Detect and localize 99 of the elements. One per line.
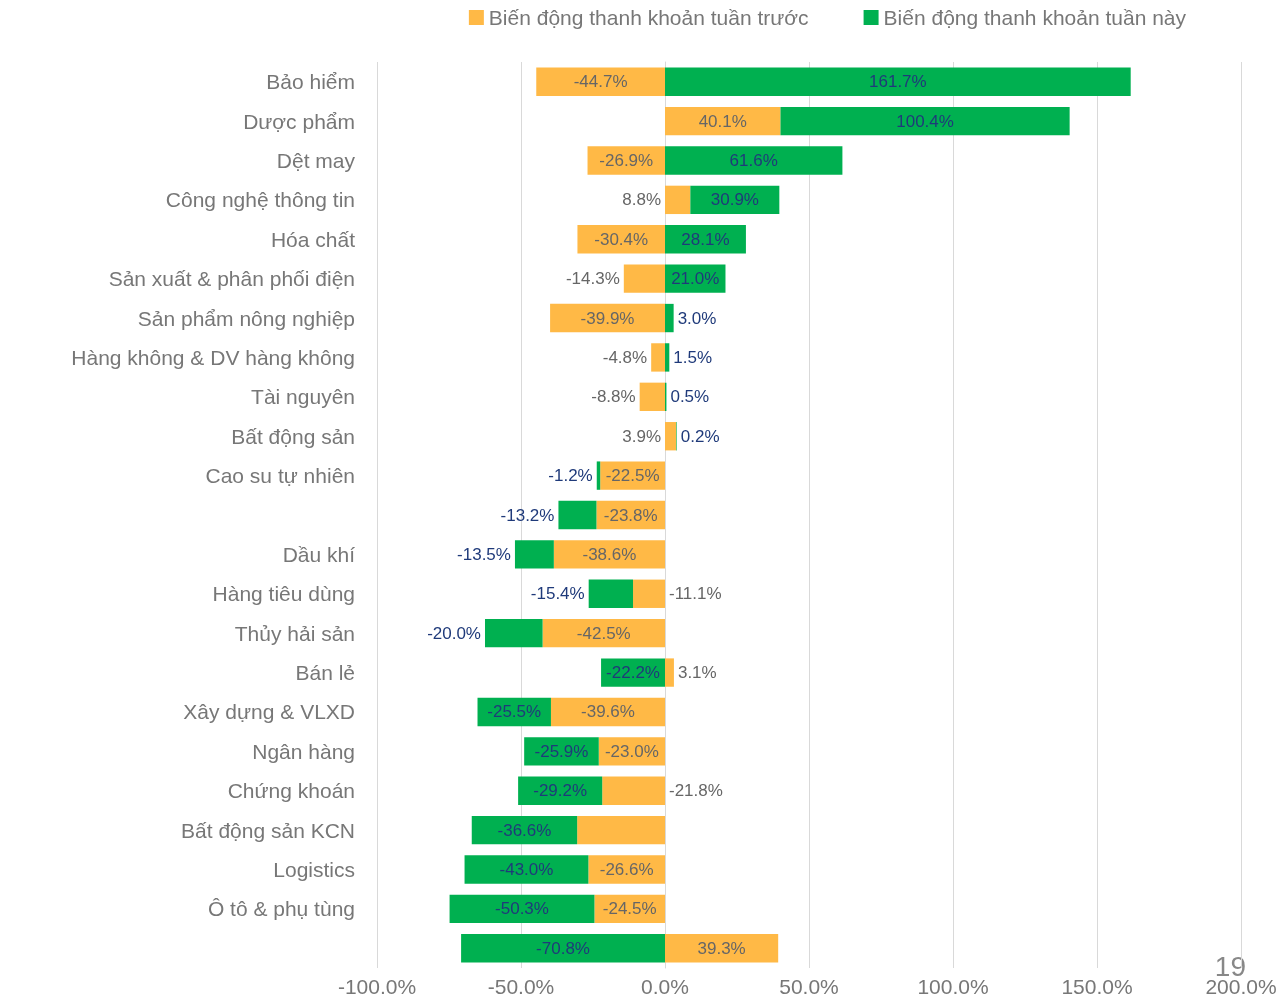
y-tick-label: Ô tô & phụ tùng (207, 897, 355, 921)
data-label: -25.9% (534, 741, 589, 761)
y-tick-label: Sản phẩm nông nghiệp (137, 306, 355, 330)
bar (553, 540, 665, 569)
bar (665, 658, 674, 687)
data-label: -22.5% (605, 466, 660, 486)
y-tick-label: Tài nguyên (251, 385, 355, 409)
data-label: -44.7% (573, 72, 628, 92)
data-label: -20.0% (427, 623, 481, 643)
y-tick-label: Bảo hiểm (266, 70, 355, 94)
bar (780, 106, 1070, 136)
data-label: -23.8% (603, 505, 658, 525)
data-label: -26.9% (599, 150, 654, 170)
y-tick-label: Dệt may (276, 148, 356, 172)
bar (485, 618, 543, 648)
data-label: 0.5% (670, 387, 710, 407)
data-label: -43.0% (499, 860, 554, 880)
data-label: -13.2% (500, 505, 555, 525)
data-label: 8.8% (622, 190, 661, 210)
data-label: -39.9% (580, 308, 635, 328)
y-tick-label: Xây dựng & VLXD (183, 700, 355, 724)
bar (602, 776, 665, 805)
y-tick-label: Bán lẻ (295, 661, 355, 685)
bar (464, 855, 589, 884)
y-tick-label: Công nghệ thông tin (165, 188, 355, 212)
data-label: -38.6% (582, 544, 637, 564)
bar (633, 579, 665, 608)
x-tick-label: 100.0% (917, 975, 989, 998)
data-label: -26.6% (599, 860, 654, 880)
x-tick-label: 0.0% (641, 975, 689, 998)
bar (542, 618, 665, 648)
data-label: 40.1% (698, 111, 747, 131)
data-label: -36.6% (497, 820, 552, 840)
data-label: 21.0% (671, 269, 720, 289)
bar (665, 185, 691, 215)
y-tick-label: Dầu khí (282, 542, 356, 566)
y-tick-label: Hàng tiêu dùng (212, 582, 355, 606)
y-tick-label: Thủy hải sản (234, 621, 355, 645)
y-tick-label: Hóa chất (270, 227, 356, 251)
data-label: 100.4% (896, 111, 954, 131)
bar (665, 422, 677, 451)
bar (536, 67, 665, 96)
data-label: 1.5% (673, 347, 713, 367)
bar (577, 815, 665, 845)
y-tick-label: Cao su tự nhiên (205, 464, 355, 488)
bar (449, 894, 595, 924)
data-label: 30.9% (710, 190, 759, 210)
legend-label: Biến động thanh khoản tuần trước (488, 6, 809, 29)
bar (588, 579, 634, 608)
bar (558, 500, 597, 530)
data-label: -13.5% (457, 544, 511, 564)
x-tick-label: 50.0% (779, 975, 839, 998)
data-label: 0.2% (680, 426, 720, 446)
data-label: -29.2% (533, 781, 588, 801)
bar (623, 264, 665, 293)
data-label: -1.2% (548, 466, 593, 486)
data-label: -8.8% (591, 387, 636, 407)
data-label: -14.3% (565, 269, 620, 289)
bar (651, 343, 665, 372)
y-tick-label: Chứng khoán (227, 779, 355, 803)
data-label: 28.1% (681, 229, 730, 249)
data-label: -24.5% (602, 899, 657, 919)
y-tick-label: Bất động sản (231, 424, 355, 448)
data-label: -22.2% (606, 663, 660, 683)
data-label: -30.4% (594, 229, 649, 249)
bar (665, 146, 843, 175)
bar (665, 67, 1131, 96)
legend-label: Biến động thanh khoản tuần này (883, 6, 1187, 29)
y-tick-label: Logistics (273, 858, 355, 882)
y-tick-label: Bất động sản KCN (181, 818, 355, 842)
data-label: -25.5% (487, 702, 542, 722)
x-tick-label: -50.0% (487, 975, 555, 998)
x-tick-label: -100.0% (337, 975, 417, 998)
bar (461, 934, 665, 963)
data-label: 39.3% (697, 938, 746, 958)
y-tick-label: Sản xuất & phân phối điện (108, 267, 355, 291)
x-tick-label: 150.0% (1061, 975, 1133, 998)
x-tick-label: 200.0% (1205, 975, 1277, 998)
data-label: -42.5% (576, 623, 631, 643)
y-tick-label: Hàng không & DV hàng không (71, 345, 355, 369)
y-tick-label: Dược phẩm (243, 109, 355, 133)
bar (639, 382, 665, 412)
data-label: 3.0% (677, 308, 717, 328)
data-label: -50.3% (495, 899, 549, 919)
bar (665, 343, 670, 372)
data-label: -70.8% (536, 938, 590, 958)
y-tick-label: Ngân hàng (252, 739, 355, 763)
data-label: -39.6% (581, 702, 635, 722)
data-label: -15.4% (530, 584, 585, 604)
data-label: -11.1% (669, 584, 722, 604)
data-label: 61.6% (729, 150, 778, 170)
data-label: -21.8% (669, 781, 723, 801)
data-label: -23.0% (604, 741, 659, 761)
data-label: 3.1% (677, 663, 717, 683)
bar (665, 303, 674, 333)
data-label: 3.9% (622, 426, 661, 446)
data-label: 161.7% (869, 72, 927, 92)
data-label: -4.8% (602, 347, 648, 367)
bar (514, 540, 554, 569)
